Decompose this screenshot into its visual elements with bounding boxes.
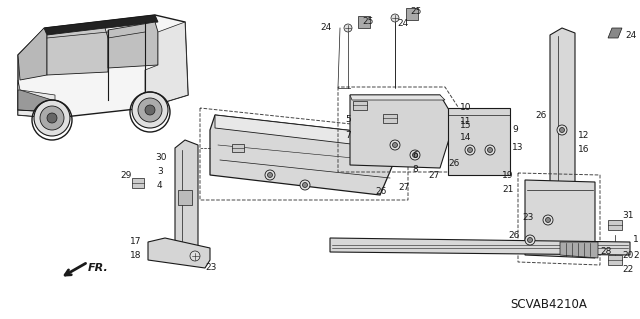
Text: 21: 21 — [502, 186, 513, 195]
Text: 31: 31 — [622, 211, 634, 219]
Circle shape — [488, 147, 493, 152]
Text: 29: 29 — [120, 170, 131, 180]
Polygon shape — [18, 90, 52, 112]
Text: 17: 17 — [130, 238, 141, 247]
Polygon shape — [448, 108, 510, 175]
Polygon shape — [108, 22, 158, 68]
Circle shape — [300, 180, 310, 190]
Circle shape — [525, 235, 535, 245]
Polygon shape — [215, 115, 400, 148]
Text: 28: 28 — [600, 248, 611, 256]
Text: 26: 26 — [508, 231, 520, 240]
Text: 27: 27 — [428, 170, 440, 180]
Text: 7: 7 — [345, 130, 351, 139]
Text: 5: 5 — [345, 115, 351, 124]
Text: 25: 25 — [410, 8, 421, 17]
Polygon shape — [44, 15, 158, 35]
Text: 26: 26 — [375, 188, 387, 197]
Text: 25: 25 — [362, 18, 373, 26]
Circle shape — [392, 143, 397, 147]
Polygon shape — [210, 115, 400, 195]
Circle shape — [190, 251, 200, 261]
Text: 1: 1 — [633, 235, 639, 244]
Text: 24: 24 — [320, 24, 332, 33]
Text: 20: 20 — [622, 250, 634, 259]
Circle shape — [303, 182, 307, 188]
Bar — [232, 144, 244, 152]
Polygon shape — [358, 16, 370, 28]
Text: 2: 2 — [633, 250, 639, 259]
Polygon shape — [550, 28, 575, 225]
Text: 26: 26 — [535, 110, 547, 120]
Polygon shape — [47, 28, 108, 75]
Text: 15: 15 — [460, 121, 472, 130]
Bar — [353, 100, 367, 109]
Polygon shape — [18, 15, 188, 118]
Circle shape — [132, 92, 168, 128]
Text: 12: 12 — [578, 130, 589, 139]
Polygon shape — [145, 22, 188, 108]
Text: 22: 22 — [622, 265, 633, 275]
Bar — [608, 255, 622, 265]
Circle shape — [527, 238, 532, 242]
Polygon shape — [608, 28, 622, 38]
Polygon shape — [18, 80, 55, 118]
Text: 14: 14 — [460, 133, 472, 143]
Text: 24: 24 — [625, 31, 636, 40]
Polygon shape — [560, 242, 598, 258]
Polygon shape — [175, 140, 198, 255]
Text: 19: 19 — [502, 170, 513, 180]
Text: 10: 10 — [460, 103, 472, 113]
Circle shape — [413, 152, 417, 158]
Polygon shape — [525, 180, 595, 258]
Bar — [383, 114, 397, 122]
Bar — [132, 178, 144, 188]
Circle shape — [545, 218, 550, 222]
Text: SCVAB4210A: SCVAB4210A — [510, 299, 587, 311]
Circle shape — [465, 145, 475, 155]
Text: 6: 6 — [412, 151, 418, 160]
Text: 26: 26 — [448, 159, 460, 167]
Circle shape — [268, 173, 273, 177]
Text: 8: 8 — [412, 166, 418, 174]
Polygon shape — [18, 28, 47, 80]
Polygon shape — [406, 8, 418, 20]
Circle shape — [467, 147, 472, 152]
Text: 13: 13 — [512, 144, 524, 152]
Polygon shape — [350, 95, 445, 100]
Circle shape — [34, 100, 70, 136]
Circle shape — [543, 215, 553, 225]
Text: 23: 23 — [205, 263, 216, 272]
Text: 30: 30 — [155, 153, 166, 162]
Text: 4: 4 — [157, 181, 163, 189]
Text: 18: 18 — [130, 250, 141, 259]
Text: 24: 24 — [397, 19, 408, 27]
Circle shape — [390, 140, 400, 150]
Text: 3: 3 — [157, 167, 163, 176]
Circle shape — [557, 125, 567, 135]
Text: 16: 16 — [578, 145, 589, 154]
Circle shape — [145, 105, 155, 115]
Text: 11: 11 — [460, 117, 472, 127]
Circle shape — [40, 106, 64, 130]
Polygon shape — [148, 238, 210, 268]
Circle shape — [47, 113, 57, 123]
Bar — [608, 220, 622, 230]
Circle shape — [344, 24, 352, 32]
Circle shape — [410, 150, 420, 160]
Circle shape — [559, 128, 564, 132]
Circle shape — [485, 145, 495, 155]
Text: 23: 23 — [522, 213, 533, 222]
Text: 9: 9 — [512, 125, 518, 135]
Text: FR.: FR. — [88, 263, 109, 273]
Polygon shape — [178, 190, 192, 205]
Polygon shape — [350, 95, 455, 168]
Polygon shape — [330, 238, 630, 255]
Text: 27: 27 — [398, 183, 410, 192]
Circle shape — [391, 14, 399, 22]
Circle shape — [265, 170, 275, 180]
Circle shape — [138, 98, 162, 122]
